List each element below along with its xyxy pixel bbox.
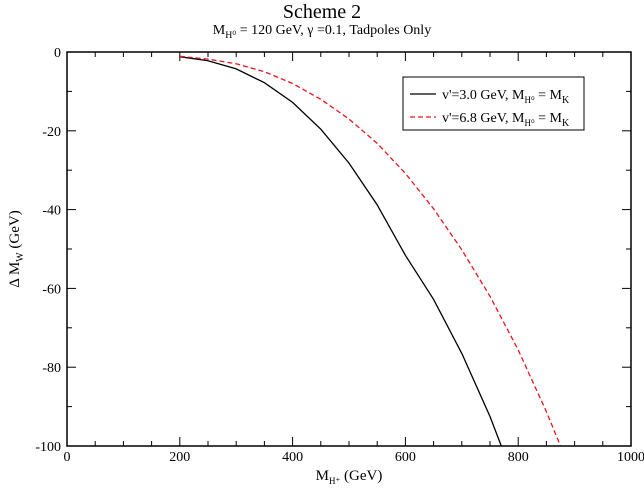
x-axis-label: MH⁺ (GeV) [316,468,383,486]
subtitle-mass-sub: H⁰ [225,29,237,41]
y-tick-label: -100 [35,440,61,455]
series-line-2 [179,55,562,447]
legend-label-1: v'=3.0 GeV, MH⁰ = MK [442,88,570,106]
x-tick-label: 800 [508,450,529,465]
subtitle-mass-value: = 120 GeV, γ =0.1, Tadpoles Only [236,23,432,38]
y-tick-label: -40 [42,204,61,219]
y-axis-label: Δ MW (GeV) [7,210,26,287]
series-line-1 [179,56,502,447]
chart-title: Scheme 2 [282,1,362,23]
x-tick-label: 200 [169,450,190,465]
x-tick-label: 1000 [617,450,644,465]
y-tick-label: 0 [54,46,61,61]
subtitle-mass-label: M [212,23,226,38]
x-tick-label: 0 [64,450,71,465]
legend-box [402,76,585,131]
y-tick-label: -80 [42,361,61,376]
axis-ticks: 0 200 400 600 800 1000 0 -20 -40 -60 -80 -100 [35,46,644,465]
x-tick-label: 400 [282,450,303,465]
legend: v'=3.0 GeV, MH⁰ = MK v'=6.8 GeV, MH⁰ = M… [402,76,585,131]
data-lines [179,55,562,447]
y-tick-label: -60 [42,282,61,297]
y-tick-label: -20 [42,125,61,140]
plot-frame [66,51,632,447]
legend-label-2: v'=6.8 GeV, MH⁰ = MK [442,111,570,129]
x-tick-label: 600 [395,450,416,465]
chart-subtitle: MH⁰ = 120 GeV, γ =0.1, Tadpoles Only [0,23,644,44]
